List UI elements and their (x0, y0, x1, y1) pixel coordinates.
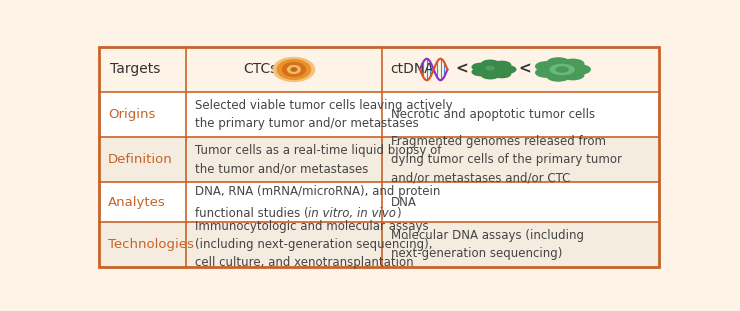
Bar (99, 137, 659, 182)
Circle shape (498, 66, 516, 73)
Ellipse shape (291, 68, 297, 71)
Text: Fragmented genomes released from
dying tumor cells of the primary tumor
and/or m: Fragmented genomes released from dying t… (391, 135, 622, 184)
Bar (99, 182, 659, 222)
Circle shape (493, 61, 511, 69)
Ellipse shape (273, 58, 314, 81)
Circle shape (472, 63, 490, 71)
Ellipse shape (278, 60, 311, 79)
Circle shape (472, 68, 490, 76)
Text: ctDNA: ctDNA (391, 63, 434, 77)
Text: in vitro, in vivo: in vitro, in vivo (309, 207, 397, 220)
Ellipse shape (288, 66, 300, 73)
Circle shape (562, 70, 584, 80)
Text: <: < (455, 62, 468, 77)
Text: Definition: Definition (108, 153, 172, 166)
Circle shape (562, 59, 584, 68)
Text: DNA: DNA (391, 196, 417, 209)
Bar (99, 92, 659, 137)
Text: <: < (519, 62, 531, 77)
Circle shape (536, 62, 558, 71)
Text: Immunocytologic and molecular assays
(including next-generation sequencing),
cel: Immunocytologic and molecular assays (in… (195, 220, 432, 269)
Circle shape (493, 70, 511, 78)
Text: functional studies (: functional studies ( (195, 207, 309, 220)
Text: Necrotic and apoptotic tumor cells: Necrotic and apoptotic tumor cells (391, 108, 595, 121)
Text: Selected viable tumor cells leaving actively
the primary tumor and/or metastases: Selected viable tumor cells leaving acti… (195, 99, 452, 130)
Circle shape (542, 61, 582, 78)
Text: Technologies: Technologies (108, 238, 194, 251)
Circle shape (556, 67, 568, 72)
Circle shape (536, 68, 558, 77)
Circle shape (477, 63, 509, 76)
Text: CTCs: CTCs (243, 63, 278, 77)
Circle shape (482, 60, 499, 67)
Bar (99, 222, 659, 267)
Circle shape (550, 64, 574, 75)
Circle shape (486, 67, 494, 70)
Text: Tumor cells as a real-time liquid biopsy of
the tumor and/or metastases: Tumor cells as a real-time liquid biopsy… (195, 144, 441, 175)
Text: Targets: Targets (110, 63, 160, 77)
Text: DNA, RNA (mRNA/microRNA), and protein: DNA, RNA (mRNA/microRNA), and protein (195, 185, 440, 197)
Circle shape (482, 71, 499, 79)
Circle shape (548, 58, 569, 67)
Circle shape (548, 72, 569, 81)
Text: ): ) (397, 207, 401, 220)
Circle shape (568, 65, 591, 74)
Text: Molecular DNA assays (including
next-generation sequencing): Molecular DNA assays (including next-gen… (391, 229, 584, 260)
Text: Origins: Origins (108, 108, 155, 121)
Text: Analytes: Analytes (108, 196, 166, 209)
Ellipse shape (283, 63, 306, 77)
